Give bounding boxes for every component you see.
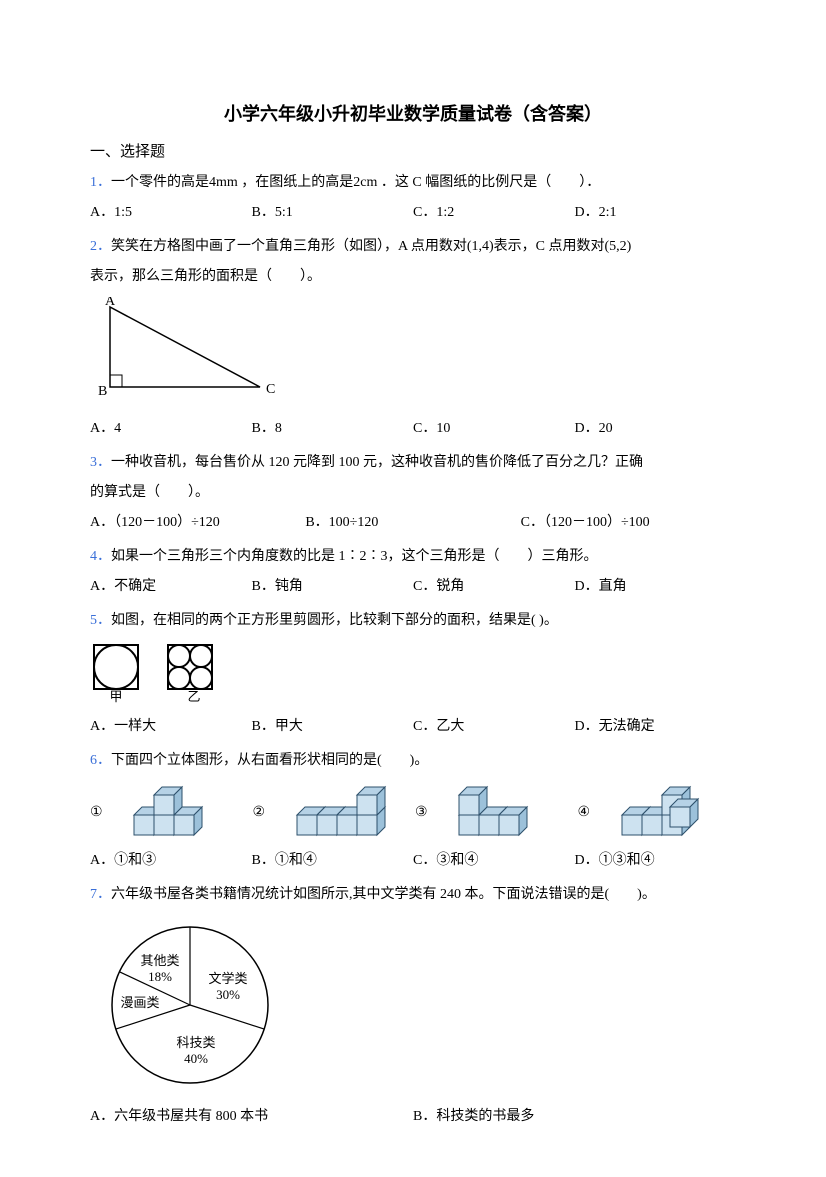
q2-opt-b: B．8 (252, 415, 414, 443)
q3-opt-c: C．（120－100）÷100 (521, 509, 736, 537)
q6-opt-b: B．①和④ (252, 847, 414, 875)
q4-opt-d: D．直角 (575, 573, 737, 601)
q3-options: A．（120－100）÷120 B．100÷120 C．（120－100）÷10… (90, 509, 736, 537)
q2-text: 笑笑在方格图中画了一个直角三角形（如图），A 点用数对(1,4)表示，C 点用数… (111, 239, 631, 254)
q6-opt-a: A．①和③ (90, 847, 252, 875)
question-3: 3．一种收音机，每台售价从 120 元降到 100 元，这种收音机的售价降低了百… (90, 449, 736, 477)
q1-options: A．1:5 B．5:1 C．1:2 D．2:1 (90, 199, 736, 227)
square-circles-yi: 乙 (164, 641, 220, 705)
q1-opt-c: C．1:2 (413, 199, 575, 227)
cube-shape-1 (130, 785, 230, 839)
question-4: 4．如果一个三角形三个内角度数的比是 1∶2∶3，这个三角形是（ ）三角形。 (90, 543, 736, 571)
pie-label-manhua: 漫画类 (120, 995, 159, 1010)
q6-label-2: ② (253, 804, 293, 821)
q5-number: 5． (90, 613, 111, 628)
q4-opt-c: C．锐角 (413, 573, 575, 601)
q5-label-yi: 乙 (187, 689, 200, 704)
pie-pct-keji: 40% (184, 1051, 208, 1066)
q7-opt-a: A．六年级书屋共有 800 本书 (90, 1103, 413, 1131)
q2-opt-c: C．10 (413, 415, 575, 443)
question-1: 1．一个零件的高是4mm ，在图纸上的高是2cm ．这 C 幅图纸的比例尺是（ … (90, 169, 736, 197)
square-circle-jia: 甲 (90, 641, 146, 705)
q2-options: A．4 B．8 C．10 D．20 (90, 415, 736, 443)
pie-chart: 文学类 30% 科技类 40% 漫画类 其他类 18% (90, 915, 290, 1095)
cube-shape-4 (618, 785, 718, 839)
q7-text: 六年级书屋各类书籍情况统计如图所示,其中文学类有 240 本。下面说法错误的是(… (111, 887, 656, 902)
q3-number: 3． (90, 455, 111, 470)
q4-options: A．不确定 B．钝角 C．锐角 D．直角 (90, 573, 736, 601)
q5-opt-a: A．一样大 (90, 713, 252, 741)
q6-opt-c: C．③和④ (413, 847, 575, 875)
q5-opt-d: D．无法确定 (575, 713, 737, 741)
pie-label-wenxue: 文学类 (208, 971, 247, 986)
q1-opt-d: D．2:1 (575, 199, 737, 227)
q2-figure: A B C (90, 297, 736, 407)
question-5: 5．如图，在相同的两个正方形里剪圆形，比较剩下部分的面积，结果是( )。 (90, 607, 736, 635)
cube-shape-3 (455, 785, 555, 839)
q7-figure: 文学类 30% 科技类 40% 漫画类 其他类 18% (90, 915, 736, 1095)
q6-label-3: ③ (415, 804, 455, 821)
triangle-diagram: A B C (90, 297, 280, 407)
q3-opt-a: A．（120－100）÷120 (90, 509, 305, 537)
q1-number: 1． (90, 175, 111, 190)
q2-opt-a: A．4 (90, 415, 252, 443)
q3-text: 一种收音机，每台售价从 120 元降到 100 元，这种收音机的售价降低了百分之… (111, 455, 643, 470)
q6-label-1: ① (90, 804, 130, 821)
q5-opt-c: C．乙大 (413, 713, 575, 741)
q5-figure: 甲 乙 (90, 641, 736, 705)
pie-pct-wenxue: 30% (216, 987, 240, 1002)
q1-text: 一个零件的高是4mm ，在图纸上的高是2cm ．这 C 幅图纸的比例尺是（ ）． (111, 175, 600, 190)
q2-opt-d: D．20 (575, 415, 737, 443)
q1-opt-b: B．5:1 (252, 199, 414, 227)
q2-number: 2． (90, 239, 111, 254)
q6-figures: ① ② ③ (90, 785, 736, 839)
q7-number: 7． (90, 887, 111, 902)
pie-label-qita: 其他类 (140, 953, 179, 968)
tri-label-a: A (105, 297, 116, 309)
q1-opt-a: A．1:5 (90, 199, 252, 227)
question-7: 7．六年级书屋各类书籍情况统计如图所示,其中文学类有 240 本。下面说法错误的… (90, 881, 736, 909)
q2-text-line2: 表示，那么三角形的面积是（ ）。 (90, 263, 736, 291)
q4-number: 4． (90, 549, 111, 564)
tri-label-c: C (266, 382, 275, 397)
q3-opt-b: B．100÷120 (305, 509, 520, 537)
page-title: 小学六年级小升初毕业数学质量试卷（含答案） (90, 100, 736, 126)
q6-opt-d: D．①③和④ (575, 847, 737, 875)
cube-shape-2 (293, 785, 403, 839)
q5-text: 如图，在相同的两个正方形里剪圆形，比较剩下部分的面积，结果是( )。 (111, 613, 558, 628)
pie-pct-qita: 18% (148, 969, 172, 984)
q4-opt-a: A．不确定 (90, 573, 252, 601)
q5-opt-b: B．甲大 (252, 713, 414, 741)
q7-options: A．六年级书屋共有 800 本书 B．科技类的书最多 (90, 1103, 736, 1131)
q5-options: A．一样大 B．甲大 C．乙大 D．无法确定 (90, 713, 736, 741)
q3-text-line2: 的算式是（ ）。 (90, 479, 736, 507)
q6-options: A．①和③ B．①和④ C．③和④ D．①③和④ (90, 847, 736, 875)
exam-page: 小学六年级小升初毕业数学质量试卷（含答案） 一、选择题 1．一个零件的高是4mm… (0, 0, 826, 1177)
question-6: 6．下面四个立体图形，从右面看形状相同的是( )。 (90, 747, 736, 775)
q7-opt-b: B．科技类的书最多 (413, 1103, 736, 1131)
q5-label-jia: 甲 (109, 689, 122, 704)
pie-label-keji: 科技类 (176, 1035, 215, 1050)
question-2: 2．笑笑在方格图中画了一个直角三角形（如图），A 点用数对(1,4)表示，C 点… (90, 233, 736, 261)
q6-number: 6． (90, 753, 111, 768)
q4-text: 如果一个三角形三个内角度数的比是 1∶2∶3，这个三角形是（ ）三角形。 (111, 549, 598, 564)
tri-label-b: B (98, 384, 107, 399)
section-1-heading: 一、选择题 (90, 140, 736, 161)
q6-label-4: ④ (578, 804, 618, 821)
q4-opt-b: B．钝角 (252, 573, 414, 601)
q6-text: 下面四个立体图形，从右面看形状相同的是( )。 (111, 753, 428, 768)
